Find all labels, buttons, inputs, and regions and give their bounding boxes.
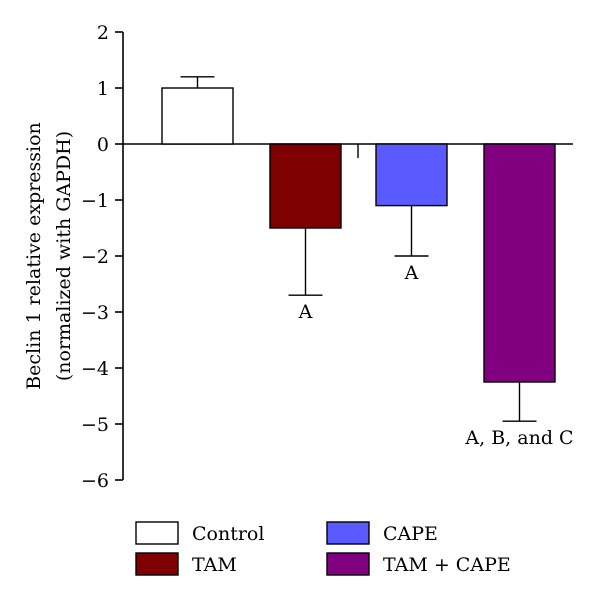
y-tick-label: −1: [81, 190, 109, 212]
plot-area: 2 1 0 −1 −2 −3 −4 −5 −6 A A A, B, and C: [81, 22, 574, 492]
legend-label: TAM: [192, 554, 237, 576]
y-tick-label: 1: [97, 78, 109, 100]
legend-label: Control: [192, 523, 264, 545]
significance-label: A, B, and C: [464, 427, 573, 449]
bar-control: [161, 87, 234, 145]
legend-swatch: [326, 521, 370, 545]
y-axis-title-line2: (normalized with GAPDH): [53, 131, 75, 381]
y-tick-label: −2: [81, 246, 109, 268]
y-tick-label: 0: [97, 134, 109, 156]
legend: Control CAPE TAM TAM + CAPE: [135, 521, 511, 576]
legend-label: TAM + CAPE: [383, 554, 511, 576]
y-tick-label: −5: [81, 414, 109, 436]
y-tick-label: −4: [81, 358, 109, 380]
bar-tam: [269, 143, 342, 229]
bar-cape: [375, 143, 448, 207]
legend-swatch: [326, 552, 370, 576]
y-tick-label: 2: [97, 22, 109, 44]
legend-swatch: [135, 552, 179, 576]
y-tick-label: −6: [81, 470, 109, 492]
legend-swatch: [135, 521, 179, 545]
legend-label: CAPE: [383, 523, 438, 545]
bar-tam-cape: [483, 143, 556, 383]
y-tick-label: −3: [81, 302, 109, 324]
significance-label: A: [404, 262, 419, 284]
significance-label: A: [298, 301, 313, 323]
y-axis-title-line1: Beclin 1 relative expression: [23, 122, 45, 390]
